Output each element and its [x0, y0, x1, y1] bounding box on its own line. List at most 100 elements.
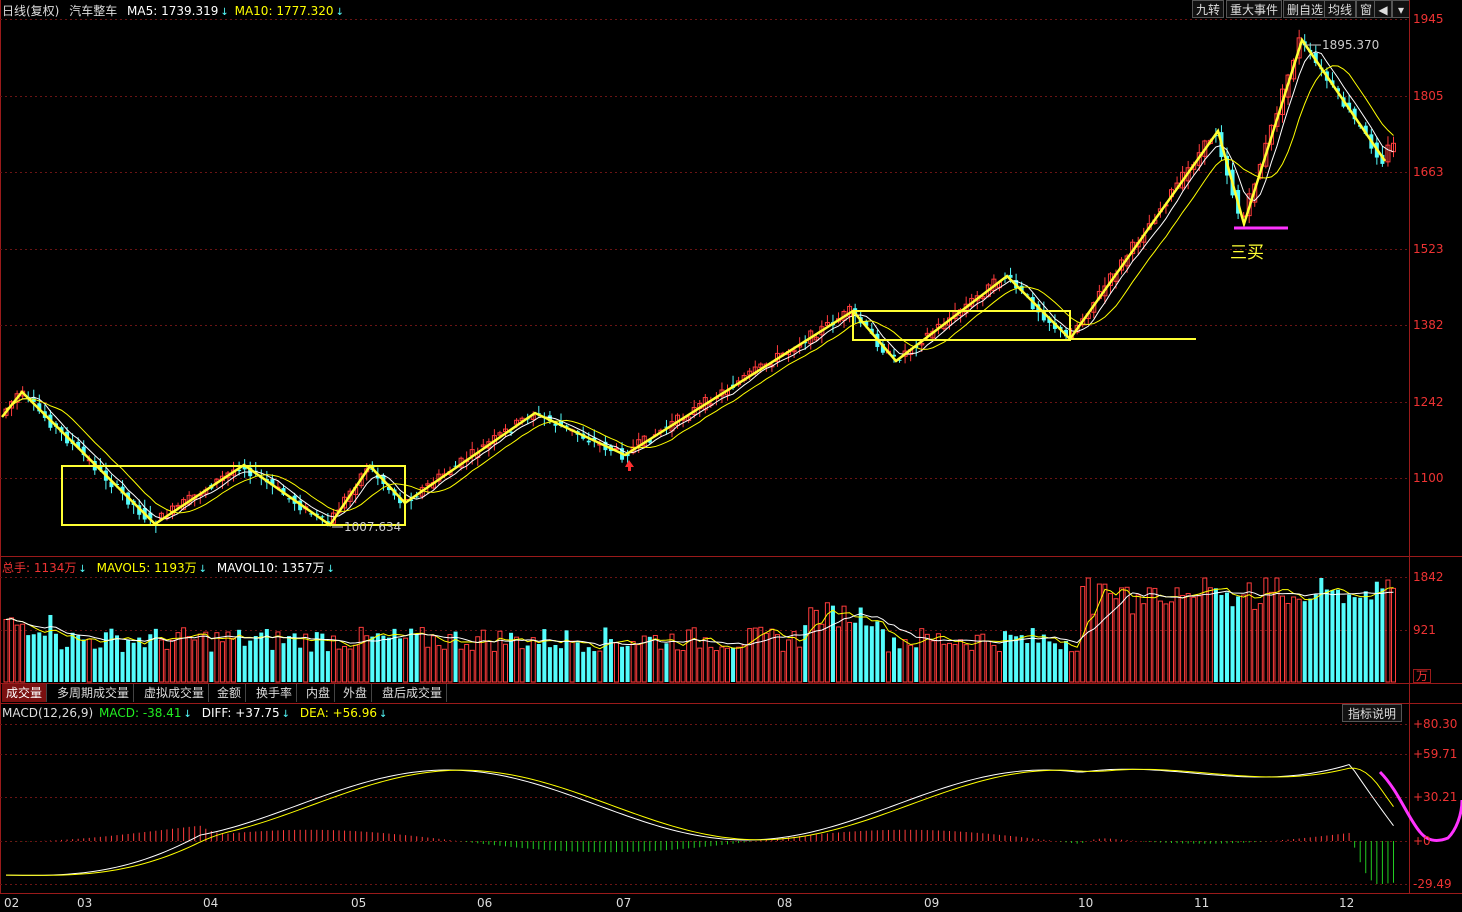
volume-bar — [669, 633, 675, 683]
volume-bar — [553, 644, 558, 682]
volume-bar — [170, 639, 175, 683]
volume-bar — [1308, 598, 1313, 682]
volume-bar — [897, 648, 902, 682]
down-arrow-icon: ↓ — [183, 709, 192, 720]
volume-bar — [963, 644, 969, 683]
down-arrow-icon: ↓ — [326, 564, 335, 575]
volume-bar — [1185, 593, 1191, 683]
volume-bar — [875, 621, 880, 682]
volume-bar — [530, 637, 536, 683]
volume-bar — [1096, 583, 1102, 683]
volume-bar — [797, 646, 803, 683]
tab-multi-period-volume[interactable]: 多周期成交量 — [53, 684, 135, 702]
down-arrow-icon: ↓ — [78, 564, 87, 575]
volume-bar — [1274, 577, 1280, 683]
indicator-help-button[interactable]: 指标说明 — [1342, 704, 1403, 722]
volume-bar — [1285, 602, 1291, 683]
volume-bar — [109, 628, 114, 682]
total-volume-value: 1134万 — [33, 561, 77, 575]
candle-body — [647, 439, 652, 443]
volume-bar — [469, 649, 475, 683]
volume-header: 总手: 1134万 ↓ MAVOL5: 1193万 ↓ MAVOL10: 1357万… — [2, 559, 341, 576]
ma10-label: MA10: 1777.320 ↓ — [235, 4, 344, 18]
chevron-left-icon[interactable]: ◀ — [1374, 0, 1392, 18]
volume-bar — [270, 649, 275, 682]
volume-bar — [1330, 590, 1335, 682]
volume-bar — [292, 633, 297, 682]
volume-bar — [1336, 589, 1340, 682]
volume-bar — [197, 633, 203, 683]
volume-bar — [935, 633, 941, 683]
candle-body — [1263, 142, 1269, 167]
volume-bar — [1363, 591, 1368, 682]
volume-tick: 921 — [1413, 623, 1436, 637]
tab-volume[interactable]: 成交量 — [2, 684, 48, 702]
candle-body — [897, 359, 902, 361]
volume-bar — [9, 617, 15, 683]
volume-bar — [14, 624, 20, 683]
mavol10-value: 1357万 — [281, 561, 325, 575]
volume-bar — [453, 631, 458, 682]
candle-body — [892, 354, 896, 357]
volume-bar — [242, 645, 247, 682]
candle-body — [514, 419, 520, 425]
jiuzhuan-button[interactable]: 九转 — [1192, 0, 1225, 18]
macd-value-group: MACD: -38.41 — [99, 706, 182, 720]
volume-bar — [892, 637, 896, 682]
tab-outer[interactable]: 外盘 — [339, 684, 373, 702]
candle-body — [758, 363, 764, 368]
candle-body — [109, 481, 114, 488]
volume-bar — [1202, 577, 1208, 683]
volume-bar — [53, 633, 58, 682]
volume-bar — [103, 632, 108, 682]
volume-bar — [647, 636, 652, 682]
volume-bar — [219, 641, 225, 683]
volume-bar — [298, 647, 303, 682]
candle-body — [497, 432, 503, 436]
volume-bar — [547, 647, 552, 682]
period-title: 日线(复权) — [2, 4, 60, 18]
volume-bar — [908, 644, 914, 683]
volume-bar — [813, 609, 819, 683]
window-button[interactable]: 窗 — [1356, 0, 1377, 18]
macd-tick: +80.30 — [1413, 717, 1458, 731]
volume-bar — [1241, 594, 1247, 683]
volume-bar — [1319, 578, 1324, 682]
volume-bar — [1036, 642, 1041, 682]
dea-group: DEA: +56.96 — [300, 706, 377, 720]
dea-line — [5, 767, 1394, 876]
volume-bar — [1047, 641, 1052, 682]
ma-button[interactable]: 均线 — [1324, 0, 1357, 18]
volume-bar — [885, 651, 891, 683]
volume-bar — [974, 634, 980, 683]
volume-bar — [1291, 596, 1297, 683]
volume-bar — [1225, 592, 1229, 682]
month-tick: 08 — [777, 896, 793, 910]
volume-bar — [1041, 634, 1046, 682]
volume-bar — [853, 622, 858, 682]
candle-body — [813, 336, 819, 341]
candle-body — [1064, 329, 1069, 337]
tab-virtual-volume[interactable]: 虚拟成交量 — [140, 684, 210, 702]
volume-bar — [386, 637, 391, 682]
volume-bar — [203, 631, 209, 683]
volume-bar — [774, 634, 780, 683]
candle-body — [503, 428, 508, 433]
tab-amount[interactable]: 金额 — [213, 684, 247, 702]
volume-bar — [76, 635, 81, 682]
volume-bars — [3, 577, 1396, 683]
remove-watchlist-button[interactable]: 删自选 — [1283, 0, 1328, 18]
volume-bar — [131, 642, 136, 682]
volume-bar — [480, 629, 486, 683]
tab-inner[interactable]: 内盘 — [302, 684, 336, 702]
volume-bar — [509, 632, 514, 682]
volume-bar — [1341, 603, 1346, 682]
macd-forecast-curve — [1378, 770, 1462, 842]
volume-bar — [691, 627, 697, 683]
candle-body — [559, 420, 563, 426]
tab-turnover[interactable]: 换手率 — [252, 684, 298, 702]
tab-after-hours-volume[interactable]: 盘后成交量 — [378, 684, 448, 702]
major-events-button[interactable]: 重大事件 — [1226, 0, 1283, 18]
volume-bar — [641, 635, 647, 683]
